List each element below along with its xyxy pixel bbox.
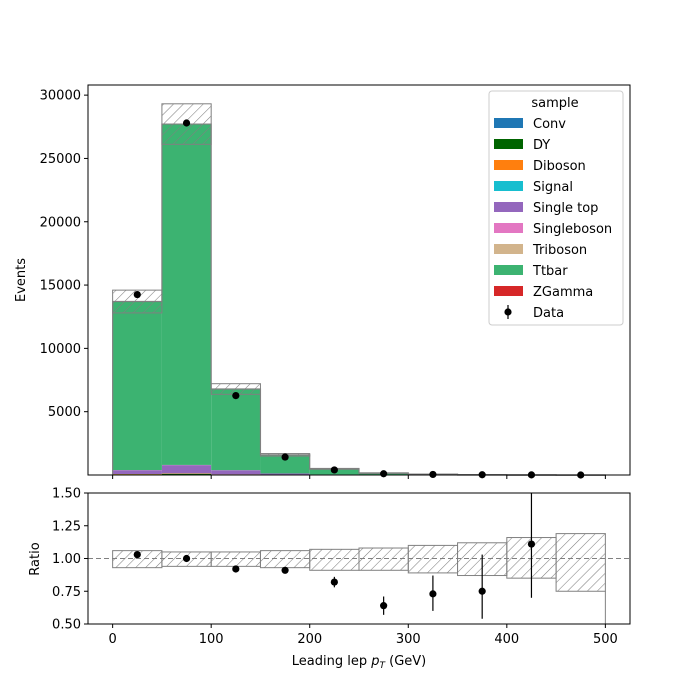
bar-ttbar-bin-0 (112, 301, 162, 471)
bar-ttbar-bin-1 (161, 124, 212, 465)
legend-label-data: Data (533, 306, 564, 321)
ratio-point-6 (429, 590, 437, 598)
ratio-point-3 (281, 566, 289, 574)
ratio-band-bin-2 (210, 551, 261, 567)
bar-ttbar-bin-2 (211, 389, 261, 471)
x-ticks-layer: 0 100 200 300 400 500 (108, 624, 618, 647)
ratio-point-5 (380, 602, 388, 610)
main-y-axis-label: Events (14, 258, 29, 302)
ratio-point-2 (232, 565, 240, 573)
legend-swatch-signal (494, 181, 523, 191)
xtick-label-1: 100 (199, 632, 224, 647)
ratio-y-axis-label: Ratio (28, 542, 43, 575)
main-ytick-label-5: 30000 (40, 89, 81, 104)
legend-swatch-diboson (494, 160, 523, 170)
main-stack-layer (112, 123, 606, 476)
main-ytick-label-4: 25000 (40, 152, 81, 167)
x-axis-label: Leading lep pT (GeV) (292, 654, 426, 671)
ratio-ytick-label-0: 0.50 (52, 618, 81, 633)
legend-swatch-triboson (494, 244, 523, 254)
legend-title: sample (531, 96, 578, 111)
bar-single-top-bin-0 (112, 470, 162, 474)
xtick-label-4: 400 (494, 632, 519, 647)
legend-label-conv: Conv (533, 117, 566, 132)
main-plot-frame (87, 84, 631, 476)
ratio-band-bin-5 (358, 547, 409, 571)
legend-label-zgamma: ZGamma (533, 285, 593, 300)
ratio-ytick-label-4: 1.50 (52, 487, 81, 502)
main-ytick-label-1: 10000 (40, 342, 81, 357)
ratio-ytick-label-1: 0.75 (52, 585, 81, 600)
legend-label-single-top: Single top (533, 201, 598, 216)
legend-label-dy: DY (533, 138, 550, 153)
x-axis-label-unit: (GeV) (385, 654, 426, 669)
ratio-ytick-label-3: 1.25 (52, 519, 81, 534)
ratio-band-bin-9 (555, 533, 606, 592)
data-point-0 (133, 290, 141, 299)
data-point-1 (182, 119, 191, 127)
legend-label-signal: Signal (533, 180, 573, 195)
main-data-layer (133, 119, 585, 479)
ratio-band-bin-3 (259, 550, 311, 569)
x-axis-label-p: p (370, 654, 379, 669)
uncertainty-band-bin-0 (112, 289, 163, 314)
main-ytick-label-2: 15000 (40, 279, 81, 294)
ratio-point-0 (133, 550, 141, 559)
legend-label-diboson: Diboson (533, 159, 586, 174)
legend-items: Conv DY Diboson Signal Single top Singleboson… (494, 117, 612, 321)
bar-single-top-bin-2 (211, 470, 261, 475)
ratio-ticks-layer: 0.50 0.75 1.00 1.25 1.50 (52, 487, 88, 633)
ratio-point-8 (527, 540, 536, 548)
x-axis-label-main: Leading lep (292, 654, 371, 669)
legend-swatch-zgamma (494, 286, 523, 296)
legend-label-ttbar: Ttbar (532, 264, 568, 279)
xtick-label-2: 200 (297, 632, 322, 647)
ratio-point-7 (478, 587, 486, 595)
data-point-4 (330, 466, 338, 474)
main-ytick-label-3: 20000 (40, 215, 81, 230)
data-point-3 (281, 453, 289, 461)
ratio-point-1 (182, 554, 191, 563)
xtick-label-0: 0 (108, 632, 116, 647)
bar-ttbar-bin-3 (260, 454, 310, 474)
legend-swatch-conv (494, 118, 523, 128)
legend-swatch-single-top (494, 202, 523, 212)
xtick-label-5: 500 (593, 632, 618, 647)
legend-swatch-dy (494, 139, 523, 149)
legend-swatch-singleboson (494, 223, 523, 233)
data-point-6 (429, 470, 437, 479)
bar-dy-bin-1 (161, 473, 212, 475)
bar-single-top-bin-1 (161, 465, 212, 474)
legend-label-triboson: Triboson (532, 243, 587, 258)
main-ticks-layer: 5000 10000 15000 20000 25000 30000 (40, 89, 606, 479)
bar-single-top-bin-3 (260, 473, 310, 475)
ratio-band-bin-4 (309, 548, 360, 571)
data-point-5 (380, 470, 388, 478)
legend-label-singleboson: Singleboson (533, 222, 612, 237)
data-point-2 (232, 392, 240, 400)
legend: sample Conv DY Diboson Signal Single top Sing… (488, 90, 624, 326)
x-axis-label-sub: T (379, 661, 386, 671)
ratio-points-layer (133, 493, 536, 619)
xtick-label-3: 300 (396, 632, 421, 647)
ratio-band-bin-6 (407, 544, 459, 574)
legend-swatch-ttbar (494, 265, 523, 275)
main-ytick-label-0: 5000 (48, 405, 81, 420)
ratio-ytick-label-2: 1.00 (52, 552, 81, 567)
legend-marker-data (504, 308, 512, 316)
ratio-point-4 (330, 578, 338, 586)
